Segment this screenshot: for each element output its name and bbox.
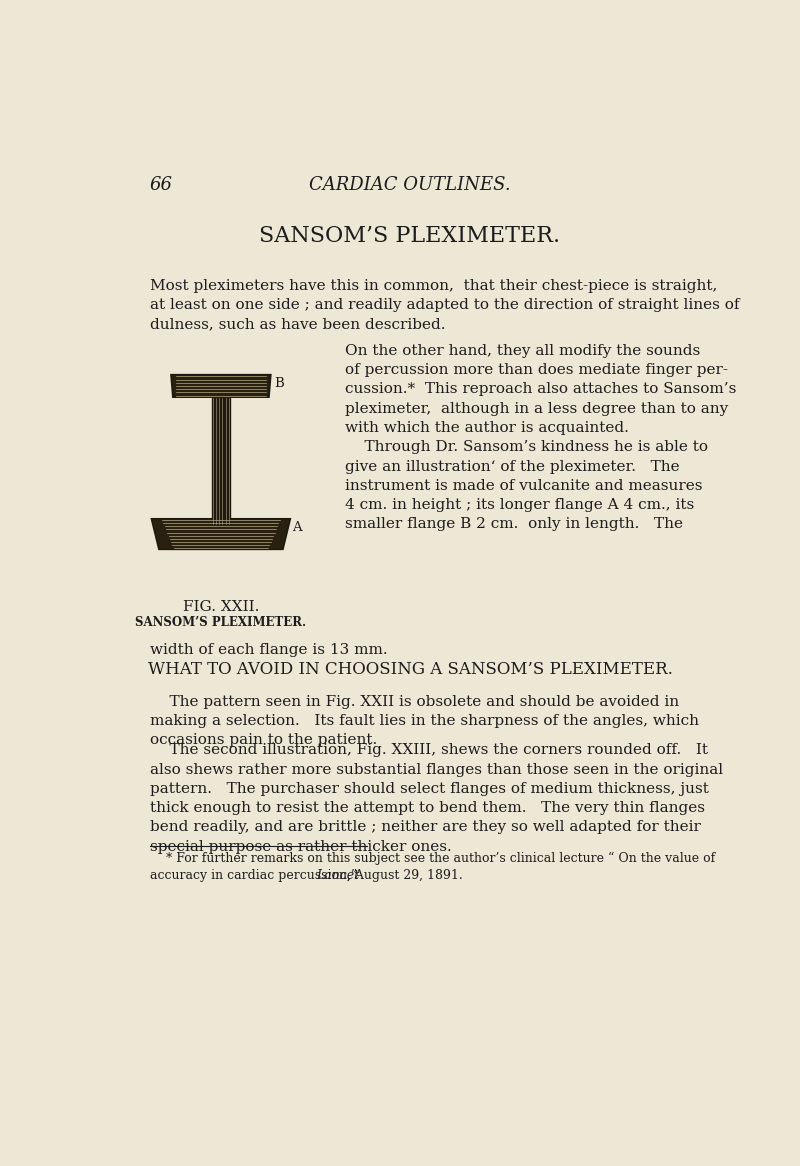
- Polygon shape: [151, 519, 290, 549]
- Text: cussion.*  This reproach also attaches to Sansom’s: cussion.* This reproach also attaches to…: [345, 382, 736, 396]
- Text: pattern.   The purchaser should select flanges of medium thickness, just: pattern. The purchaser should select fla…: [150, 782, 709, 796]
- Text: also shews rather more substantial flanges than those seen in the original: also shews rather more substantial flang…: [150, 763, 722, 777]
- Text: give an illustration‘ of the pleximeter.   The: give an illustration‘ of the pleximeter.…: [345, 459, 679, 473]
- Text: special purpose as rather thicker ones.: special purpose as rather thicker ones.: [150, 840, 451, 854]
- Text: * For further remarks on this subject see the author’s clinical lecture “ On the: * For further remarks on this subject se…: [150, 852, 715, 865]
- Text: width of each flange is 13 mm.: width of each flange is 13 mm.: [150, 642, 387, 656]
- Text: FIG. XXII.: FIG. XXII.: [182, 599, 259, 613]
- Text: The pattern seen in Fig. XXII is obsolete and should be avoided in: The pattern seen in Fig. XXII is obsolet…: [150, 695, 678, 709]
- Text: The second illustration, Fig. XXIII, shews the corners rounded off.   It: The second illustration, Fig. XXIII, she…: [150, 743, 708, 757]
- Text: making a selection.   Its fault lies in the sharpness of the angles, which: making a selection. Its fault lies in th…: [150, 714, 698, 728]
- Text: smaller flange B 2 cm.  only in length.   The: smaller flange B 2 cm. only in length. T…: [345, 518, 683, 532]
- Text: CARDIAC OUTLINES.: CARDIAC OUTLINES.: [309, 176, 511, 194]
- Text: instrument is made of vulcanite and measures: instrument is made of vulcanite and meas…: [345, 479, 702, 493]
- Text: WHAT TO AVOID IN CHOOSING A SANSOM’S PLEXIMETER.: WHAT TO AVOID IN CHOOSING A SANSOM’S PLE…: [147, 661, 673, 677]
- Text: On the other hand, they all modify the sounds: On the other hand, they all modify the s…: [345, 344, 700, 358]
- Text: Lancet: Lancet: [316, 869, 359, 881]
- Text: at least on one side ; and readily adapted to the direction of straight lines of: at least on one side ; and readily adapt…: [150, 298, 739, 312]
- Text: occasions pain to the patient.: occasions pain to the patient.: [150, 733, 377, 747]
- Polygon shape: [171, 374, 271, 398]
- Text: accuracy in cardiac percussion,”: accuracy in cardiac percussion,”: [150, 869, 361, 881]
- Text: bend readily, and are brittle ; neither are they so well adapted for their: bend readily, and are brittle ; neither …: [150, 821, 701, 835]
- Text: A: A: [292, 521, 302, 534]
- Text: B: B: [274, 378, 284, 391]
- Text: SANSOM’S PLEXIMETER.: SANSOM’S PLEXIMETER.: [135, 616, 306, 628]
- Text: Through Dr. Sansom’s kindness he is able to: Through Dr. Sansom’s kindness he is able…: [345, 441, 708, 455]
- Text: with which the author is acquainted.: with which the author is acquainted.: [345, 421, 629, 435]
- Polygon shape: [211, 398, 230, 525]
- Text: pleximeter,  although in a less degree than to any: pleximeter, although in a less degree th…: [345, 401, 728, 415]
- Text: SANSOM’S PLEXIMETER.: SANSOM’S PLEXIMETER.: [259, 225, 561, 247]
- Text: thick enough to resist the attempt to bend them.   The very thin flanges: thick enough to resist the attempt to be…: [150, 801, 705, 815]
- Text: of percussion more than does mediate finger per-: of percussion more than does mediate fin…: [345, 363, 728, 377]
- Text: 4 cm. in height ; its longer flange A 4 cm., its: 4 cm. in height ; its longer flange A 4 …: [345, 498, 694, 512]
- Text: , August 29, 1891.: , August 29, 1891.: [346, 869, 462, 881]
- Text: 66: 66: [150, 176, 173, 194]
- Text: Most pleximeters have this in common,  that their chest-piece is straight,: Most pleximeters have this in common, th…: [150, 279, 717, 293]
- Text: dulness, such as have been described.: dulness, such as have been described.: [150, 317, 445, 331]
